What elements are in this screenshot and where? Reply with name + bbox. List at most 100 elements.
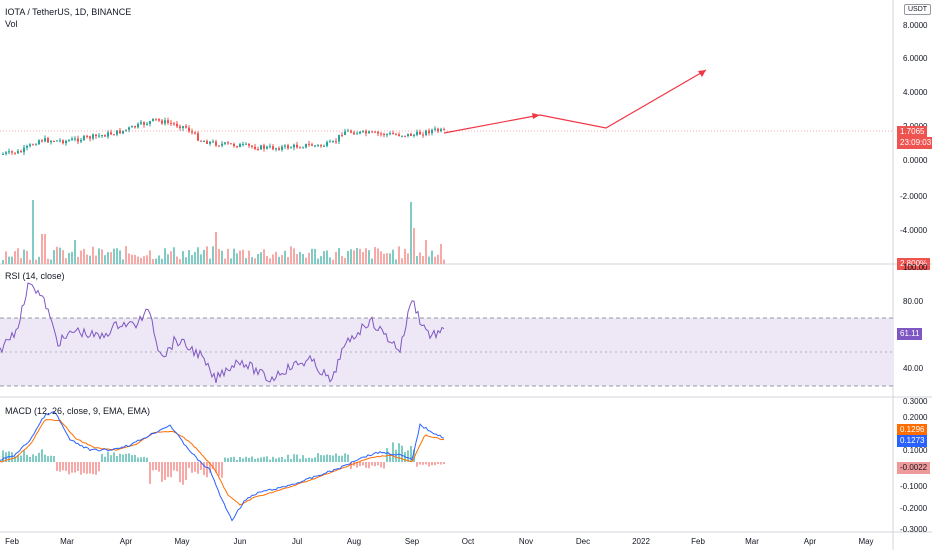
candle-body: [149, 121, 151, 124]
candle-body: [29, 144, 31, 147]
volume-bar: [65, 258, 67, 264]
candle-body: [440, 129, 442, 132]
candle-body: [230, 143, 232, 145]
candle-body: [260, 145, 262, 150]
candle-body: [248, 143, 250, 146]
macd-histogram-bar: [191, 462, 193, 473]
volume-bar: [392, 249, 394, 264]
candle-body: [374, 131, 376, 133]
macd-histogram-bar: [152, 462, 154, 471]
time-tick: Jun: [233, 537, 247, 546]
candle-body: [65, 140, 67, 144]
candle-body: [329, 141, 331, 143]
macd-histogram-bar: [113, 452, 115, 462]
currency-unit[interactable]: USDT: [904, 4, 932, 15]
volume-bar: [113, 248, 115, 264]
rsi-tick: 80.00: [903, 297, 924, 306]
rsi-label[interactable]: RSI (14, close): [5, 271, 65, 281]
candle-body: [341, 134, 343, 136]
candle-body: [266, 146, 268, 149]
volume-bar: [407, 253, 409, 264]
time-tick: Oct: [461, 537, 475, 546]
macd-histogram-bar: [134, 454, 136, 462]
macd-histogram-bar: [119, 453, 121, 462]
time-tick: Aug: [346, 537, 362, 546]
macd-histogram-bar: [371, 462, 373, 466]
volume-bar: [326, 250, 328, 264]
candle-body: [176, 123, 178, 127]
volume-bar: [110, 252, 112, 264]
candle-body: [317, 144, 319, 146]
macd-histogram-bar: [428, 462, 430, 467]
macd-label[interactable]: MACD (12, 26, close, 9, EMA, EMA): [5, 406, 151, 416]
candle-body: [302, 147, 304, 149]
candle-body: [320, 144, 322, 147]
volume-bar: [224, 258, 226, 264]
volume-bar: [119, 250, 121, 264]
candle-body: [59, 140, 61, 142]
volume-bar: [149, 250, 151, 264]
macd-histogram-bar: [74, 462, 76, 473]
macd-histogram-bar: [398, 443, 400, 462]
macd-histogram-bar: [59, 462, 61, 472]
macd-histogram-bar: [41, 449, 43, 462]
macd-histogram-bar: [395, 449, 397, 462]
macd-histogram-bar: [356, 462, 358, 468]
symbol-title[interactable]: IOTA / TetherUS, 1D, BINANCE: [5, 7, 132, 17]
candle-body: [296, 144, 298, 148]
candle-body: [221, 143, 223, 146]
macd-histogram-bar: [131, 455, 133, 462]
time-tick: Feb: [691, 537, 705, 546]
macd-histogram-bar: [155, 462, 157, 470]
volume-bar: [374, 247, 376, 264]
volume-bar: [332, 259, 334, 264]
macd-hist-badge: -0.0022: [897, 462, 931, 474]
macd-histogram-bar: [170, 462, 172, 478]
macd-histogram-bar: [368, 462, 370, 469]
macd-histogram-bar: [38, 452, 40, 462]
volume-bar: [401, 258, 403, 264]
candle-body: [35, 144, 37, 146]
volume-bar: [320, 256, 322, 264]
time-tick: Apr: [803, 537, 817, 546]
candle-body: [26, 146, 28, 148]
candle-body: [104, 135, 106, 137]
macd-histogram-bar: [314, 457, 316, 462]
volume-bar: [194, 251, 196, 264]
forecast-arrow-line: [443, 69, 707, 134]
candle-body: [242, 143, 244, 145]
macd-histogram-bar: [164, 462, 166, 480]
macd-histogram-bar: [335, 453, 337, 462]
candle-body: [146, 123, 148, 125]
candle-body: [383, 133, 385, 136]
volume-bar: [197, 247, 199, 264]
candle-body: [224, 142, 226, 144]
macd-histogram-bar: [71, 462, 73, 473]
macd-histogram-bar: [383, 462, 385, 469]
volume-bar: [302, 253, 304, 264]
volume-bar: [359, 248, 361, 264]
macd-value-badge: 0.1273: [897, 435, 928, 447]
arrow-head-icon: [698, 70, 706, 77]
volume-bar: [89, 255, 91, 264]
volume-bar: [371, 258, 373, 264]
candle-body: [206, 141, 208, 144]
candle-body: [134, 125, 136, 128]
candle-body: [308, 143, 310, 145]
candle-body: [311, 144, 313, 146]
macd-tick: -0.1000: [900, 482, 928, 491]
candle-body: [386, 134, 388, 136]
countdown-badge: 23:09:03: [897, 137, 932, 149]
macd-histogram-bar: [116, 456, 118, 462]
volume-bar: [278, 256, 280, 264]
candle-body: [389, 133, 391, 135]
candle-body: [110, 132, 112, 135]
macd-histogram-bar: [392, 442, 394, 462]
macd-histogram-bar: [275, 458, 277, 462]
macd-histogram-bar: [146, 457, 148, 462]
volume-bar: [29, 259, 31, 264]
macd-histogram-bar: [434, 462, 436, 466]
volume-bar: [362, 252, 364, 264]
candle-body: [443, 129, 445, 131]
